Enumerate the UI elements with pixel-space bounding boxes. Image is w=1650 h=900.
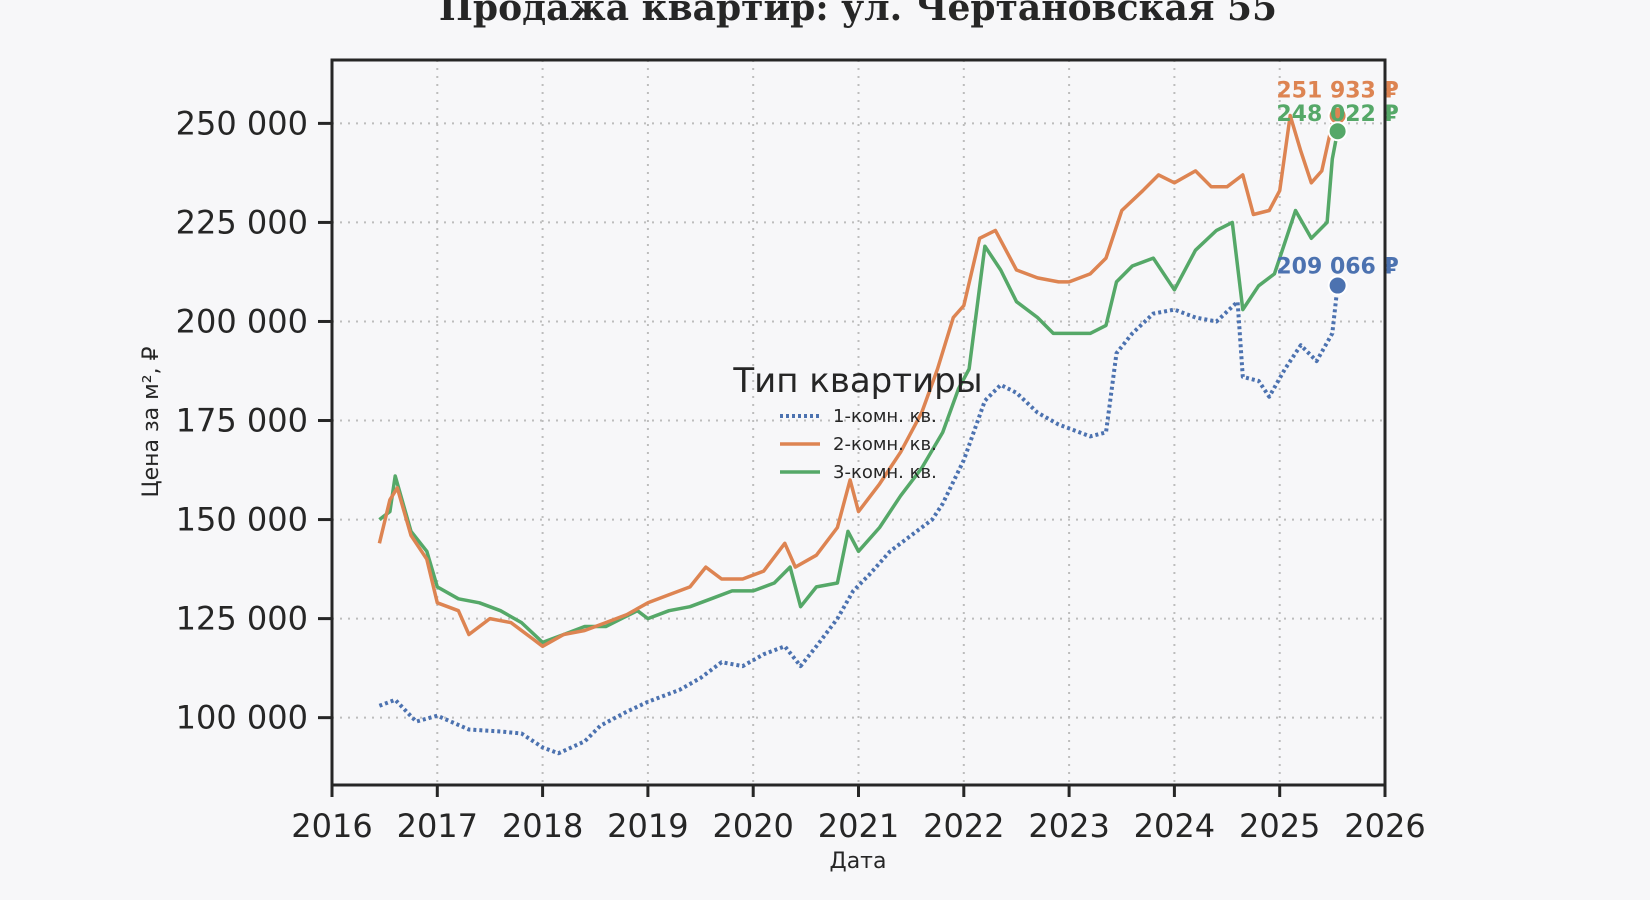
x-tick-label: 2018 xyxy=(502,807,583,845)
x-axis-label: Дата xyxy=(830,849,887,874)
y-tick-label: 175 000 xyxy=(176,402,308,440)
end-value-label: 251 933 ₽ xyxy=(1276,79,1398,104)
x-tick-label: 2019 xyxy=(607,807,688,845)
series-lines xyxy=(377,113,1340,756)
end-value-label: 209 066 ₽ xyxy=(1276,255,1398,280)
y-tick-label: 225 000 xyxy=(176,203,308,241)
y-tick-label: 200 000 xyxy=(176,302,308,340)
legend-label: 1-комн. кв. xyxy=(833,406,937,427)
y-axis-label: Цена за м², ₽ xyxy=(139,346,164,497)
x-tick-label: 2022 xyxy=(923,807,1004,845)
x-tick-label: 2026 xyxy=(1344,807,1425,845)
x-tick-label: 2023 xyxy=(1028,807,1109,845)
x-tick-label: 2024 xyxy=(1134,807,1215,845)
x-tick-label: 2020 xyxy=(712,807,793,845)
x-tick-label: 2017 xyxy=(397,807,478,845)
x-tick-label: 2016 xyxy=(291,807,372,845)
end-marker xyxy=(1327,275,1348,296)
legend-label: 2-комн. кв. xyxy=(833,434,937,455)
end-marker xyxy=(1327,121,1348,142)
series-line-1 xyxy=(378,285,1340,756)
end-value-label: 248 022 ₽ xyxy=(1276,102,1398,127)
y-tick-label: 125 000 xyxy=(176,600,308,638)
legend-title: Тип квартиры xyxy=(732,361,982,401)
x-tick-label: 2021 xyxy=(818,807,899,845)
series-line-3 xyxy=(378,130,1340,645)
legend: Тип квартиры 1-комн. кв. 2-комн. кв. 3-ком… xyxy=(732,361,982,483)
y-tick-label: 150 000 xyxy=(176,501,308,539)
legend-label: 3-комн. кв. xyxy=(833,462,937,483)
x-tick-label: 2025 xyxy=(1239,807,1320,845)
y-tick-label: 250 000 xyxy=(176,104,308,142)
end-markers: 209 066 ₽ 251 933 ₽248 022 ₽ xyxy=(1276,79,1399,296)
axis-ticks: 2016 2017 2018 2019 2020 2021 2022 2023 2024 2025… xyxy=(176,104,1426,845)
chart-title: Продажа квартир: ул. Чертановская 55 xyxy=(439,0,1277,29)
series-line-2 xyxy=(377,113,1340,649)
y-tick-label: 100 000 xyxy=(176,699,308,737)
